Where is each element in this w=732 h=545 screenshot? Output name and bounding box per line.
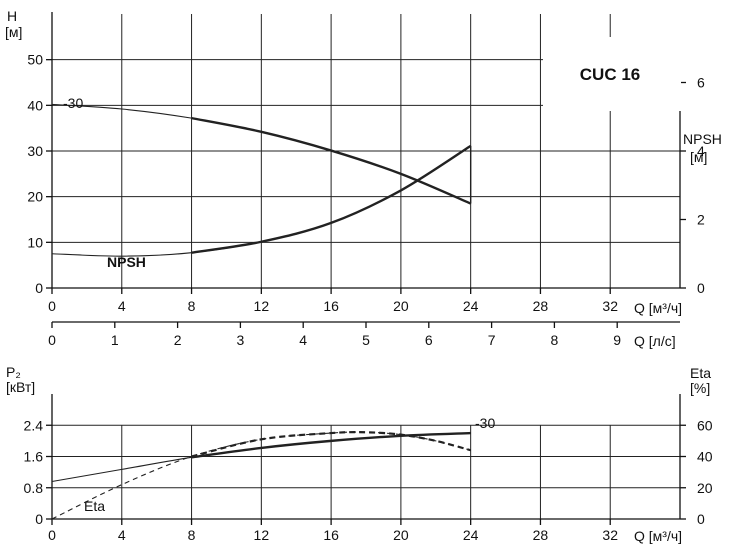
power-chart-labels: P₂ [кВт] Eta [%] -30 Eta Q [м³/ч] — [6, 364, 711, 544]
flow-tick-label: 0 — [48, 298, 56, 314]
flow-ls-tick-label: 6 — [425, 332, 433, 348]
head-curve-bold — [191, 116, 472, 205]
eta-axis-unit: [%] — [690, 380, 710, 396]
head-axis-title-unit: [м] — [5, 24, 22, 40]
flow-tick-label: 4 — [118, 298, 126, 314]
flow-axis-title-ls: Q [л/с] — [634, 333, 676, 349]
flow-ls-tick-label: 7 — [488, 332, 496, 348]
npsh-curve-label: NPSH — [107, 254, 146, 270]
flow-tick-label-bottom: 28 — [533, 527, 549, 543]
power-chart-grid: 0 4 8 12 16 20 24 28 32 0 0.8 1.6 2.4 0 20 40 60 — [24, 394, 713, 543]
flow-ls-tick-label: 8 — [551, 332, 559, 348]
flow-tick-label-bottom: 8 — [188, 527, 196, 543]
eta-curve-bold — [191, 431, 471, 458]
head-tick-label: 40 — [27, 97, 43, 113]
flow-ls-tick-label: 5 — [362, 332, 370, 348]
flow-tick-label: 32 — [602, 298, 618, 314]
flow-tick-label-bottom: 0 — [48, 527, 56, 543]
flow-axis-title-m3h: Q [м³/ч] — [634, 300, 682, 316]
head-chart-labels: CUC 16 H [м] NPSH [м] -30 NPSH Q [м³/ч] … — [5, 8, 722, 349]
power-chart-curves — [51, 431, 471, 520]
power-tick-label: 2.4 — [24, 417, 44, 433]
npsh-tick-label: 2 — [697, 212, 705, 228]
flow-ls-tick-label: 2 — [174, 332, 182, 348]
power-axis-title-p: P₂ — [6, 364, 21, 380]
power-curve-bold — [191, 431, 471, 459]
flow-tick-label: 24 — [463, 298, 479, 314]
model-label-box — [543, 37, 681, 111]
head-tick-label: 20 — [27, 189, 43, 205]
npsh-tick-label: 6 — [697, 75, 705, 91]
power-axis-title-unit: [кВт] — [6, 379, 35, 395]
eta-tick-label: 0 — [697, 511, 705, 527]
power-curve-label: -30 — [475, 415, 495, 431]
flow-tick-label: 28 — [533, 298, 549, 314]
flow-tick-label-bottom: 12 — [254, 527, 270, 543]
head-tick-label: 30 — [27, 143, 43, 159]
eta-tick-label: 60 — [697, 417, 713, 433]
eta-tick-label: 20 — [697, 480, 713, 496]
flow-tick-label-bottom: 20 — [393, 527, 409, 543]
head-tick-label: 0 — [35, 280, 43, 296]
power-tick-label: 0 — [35, 511, 43, 527]
model-label: CUC 16 — [580, 65, 640, 84]
flow-tick-label-bottom: 16 — [323, 527, 339, 543]
head-curve-label: -30 — [63, 95, 83, 111]
power-tick-label: 1.6 — [24, 449, 44, 465]
flow-tick-label-bottom: 4 — [118, 527, 126, 543]
npsh-tick-label: 0 — [697, 280, 705, 296]
npsh-tick-label: 4 — [697, 143, 705, 159]
flow-ls-tick-label: 4 — [299, 332, 307, 348]
head-tick-label: 10 — [27, 234, 43, 250]
npsh-axis-title: NPSH — [683, 131, 722, 147]
npsh-axis-unit: [м] — [690, 149, 707, 165]
flow-ls-tick-label: 9 — [613, 332, 621, 348]
flow-tick-label-bottom: 24 — [463, 527, 479, 543]
flow-tick-label: 8 — [188, 298, 196, 314]
eta-curve-label: Eta — [84, 498, 105, 514]
npsh-curve-bold — [191, 144, 472, 254]
flow-ls-tick-label: 1 — [111, 332, 119, 348]
flow-tick-label: 12 — [254, 298, 270, 314]
flow-tick-label: 20 — [393, 298, 409, 314]
head-chart-curves — [51, 103, 472, 257]
flow-tick-label: 16 — [323, 298, 339, 314]
eta-tick-label: 40 — [697, 449, 713, 465]
power-tick-label: 0.8 — [24, 480, 44, 496]
flow-axis-title-bottom: Q [м³/ч] — [634, 528, 682, 544]
head-axis-title-h: H — [7, 8, 17, 24]
flow-tick-label-bottom: 32 — [602, 527, 618, 543]
flow-ls-tick-label: 0 — [48, 332, 56, 348]
eta-axis-title: Eta — [690, 365, 711, 381]
head-tick-label: 50 — [27, 52, 43, 68]
flow-ls-tick-label: 3 — [237, 332, 245, 348]
